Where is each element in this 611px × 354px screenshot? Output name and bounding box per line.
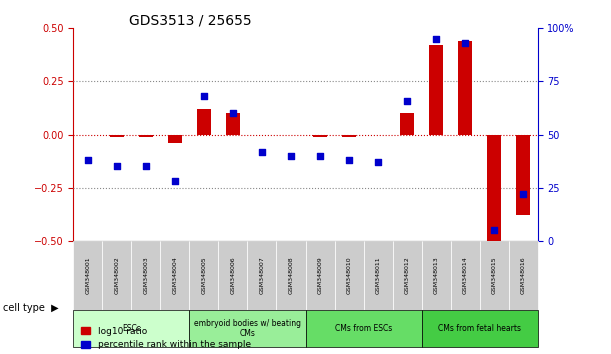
FancyBboxPatch shape [73, 241, 103, 310]
Text: CMs from ESCs: CMs from ESCs [335, 324, 392, 333]
Text: GSM348003: GSM348003 [144, 256, 148, 294]
Text: embryoid bodies w/ beating
CMs: embryoid bodies w/ beating CMs [194, 319, 301, 338]
Text: GSM348008: GSM348008 [288, 256, 293, 294]
FancyBboxPatch shape [306, 241, 335, 310]
Bar [487, 135, 502, 241]
FancyBboxPatch shape [276, 241, 306, 310]
FancyBboxPatch shape [131, 241, 160, 310]
FancyBboxPatch shape [103, 241, 131, 310]
Text: GSM348007: GSM348007 [260, 256, 265, 294]
Point [112, 164, 122, 169]
FancyBboxPatch shape [422, 310, 538, 347]
FancyBboxPatch shape [306, 310, 422, 347]
Text: ESCs: ESCs [122, 324, 141, 333]
Bar [342, 135, 356, 137]
Text: GSM348005: GSM348005 [202, 256, 207, 294]
Bar [313, 135, 327, 137]
Point [402, 98, 412, 103]
Point [518, 191, 528, 197]
Bar [167, 135, 182, 143]
Text: GSM348011: GSM348011 [376, 256, 381, 294]
Point [83, 157, 93, 163]
Bar [400, 113, 414, 135]
Point [431, 36, 441, 42]
Bar [429, 45, 444, 135]
FancyBboxPatch shape [160, 241, 189, 310]
Text: GSM348013: GSM348013 [434, 256, 439, 294]
FancyBboxPatch shape [480, 241, 508, 310]
Point [344, 157, 354, 163]
Point [141, 164, 151, 169]
Point [257, 149, 267, 154]
Legend: log10 ratio, percentile rank within the sample: log10 ratio, percentile rank within the … [78, 323, 254, 353]
FancyBboxPatch shape [219, 241, 247, 310]
Point [315, 153, 325, 159]
Text: GDS3513 / 25655: GDS3513 / 25655 [129, 13, 252, 27]
FancyBboxPatch shape [508, 241, 538, 310]
Text: GSM348012: GSM348012 [404, 256, 409, 294]
Bar [139, 135, 153, 137]
Bar [516, 135, 530, 215]
Bar [109, 135, 124, 137]
FancyBboxPatch shape [335, 241, 364, 310]
Text: GSM348010: GSM348010 [346, 256, 351, 294]
Point [199, 93, 209, 99]
Text: GSM348001: GSM348001 [86, 256, 90, 294]
FancyBboxPatch shape [73, 310, 189, 347]
FancyBboxPatch shape [189, 310, 306, 347]
Point [286, 153, 296, 159]
Bar [197, 109, 211, 135]
Text: GSM348015: GSM348015 [492, 256, 497, 294]
FancyBboxPatch shape [247, 241, 276, 310]
FancyBboxPatch shape [393, 241, 422, 310]
Point [170, 178, 180, 184]
Point [373, 159, 383, 165]
Point [460, 40, 470, 46]
Text: cell type  ▶: cell type ▶ [3, 303, 59, 313]
Text: GSM348009: GSM348009 [318, 256, 323, 294]
FancyBboxPatch shape [422, 241, 450, 310]
Text: CMs from fetal hearts: CMs from fetal hearts [438, 324, 521, 333]
Point [489, 227, 499, 233]
Text: GSM348002: GSM348002 [114, 256, 119, 294]
FancyBboxPatch shape [364, 241, 393, 310]
FancyBboxPatch shape [189, 241, 219, 310]
Point [228, 110, 238, 116]
Text: GSM348006: GSM348006 [230, 256, 235, 294]
Bar [458, 41, 472, 135]
Text: GSM348004: GSM348004 [172, 256, 177, 294]
FancyBboxPatch shape [450, 241, 480, 310]
Text: GSM348016: GSM348016 [521, 256, 525, 294]
Bar [225, 113, 240, 135]
Text: GSM348014: GSM348014 [463, 256, 467, 294]
